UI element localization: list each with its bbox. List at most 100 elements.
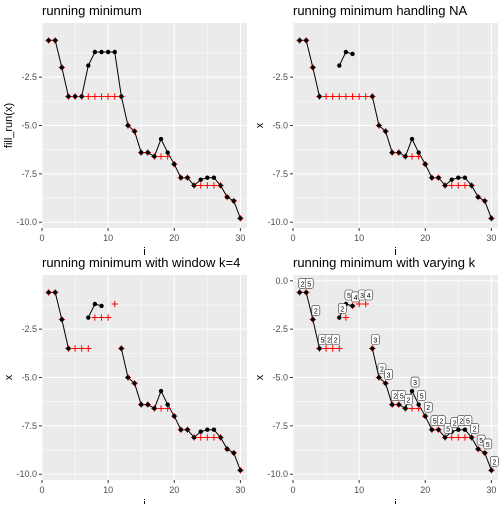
x-data-point [396,150,402,155]
chart-title: running minimum [42,3,142,18]
x-data-point [132,129,137,134]
k-label: 3 [384,369,393,380]
running-min-marker [408,405,416,412]
x-data-point [46,290,51,295]
x-series-line [299,39,320,97]
running-min-marker [104,93,112,100]
k-label-box [423,401,433,413]
x-data-point [172,161,177,167]
running-min-marker [204,434,211,441]
x-data-point [389,402,395,407]
k-label-box [417,390,426,401]
x-data-point [138,150,144,155]
k-label-box [331,334,340,345]
k-label: 3 [371,334,380,345]
k-label: 3 [410,376,420,388]
y-tick-label: -2.5 [21,324,37,334]
x-data-point [238,468,243,473]
k-label: 5 [443,423,453,434]
x-data-point [152,154,157,159]
k-label: 5 [417,390,426,401]
x-data-point [79,94,84,99]
k-label-text: 2 [327,337,331,344]
k-label: 2 [490,456,499,467]
running-min-marker [461,434,469,441]
k-label-box [377,363,387,374]
x-tick-label: 30 [235,485,245,495]
x-data-point [99,49,104,55]
k-label-text: 2 [426,405,430,412]
k-label-box [483,438,493,450]
x-tick-label: 0 [290,485,295,495]
running-min-marker [91,93,99,100]
k-label-text: 5 [320,337,324,344]
k-label-text: 2 [340,307,344,314]
k-label-box [463,415,473,427]
y-tick-label: -10.0 [16,469,37,479]
x-data-point [185,427,190,432]
x-data-point [59,65,65,70]
x-data-point [145,402,151,407]
y-tick-label: -7.5 [272,169,288,179]
x-data-point [224,194,230,200]
running-min-marker [157,405,165,412]
x-axis-label: i [143,246,145,258]
running-min-marker [157,153,165,160]
x-data-point [238,216,243,221]
x-tick-label: 30 [486,485,496,495]
k-label-box [490,456,499,467]
x-data-point [383,381,388,386]
x-data-point [205,427,210,432]
k-label-box [437,415,446,427]
running-min-marker [98,314,105,321]
k-label-text: 3 [413,380,417,387]
y-tick-label: -7.5 [272,421,288,431]
running-min-marker [78,345,85,352]
k-label-text: 2 [453,421,457,428]
chart-title: running minimum with window k=4 [42,255,240,270]
k-label-text: 2 [314,308,318,315]
k-label-box [337,303,347,314]
x-data-point [416,402,421,407]
x-data-point [376,123,382,128]
x-data-point [429,427,435,432]
y-axis-label: x [3,374,15,380]
k-label-text: 2 [459,419,463,426]
running-min-marker [322,93,330,100]
y-tick-label: -2.5 [272,72,288,82]
running-min-marker [329,93,336,100]
x-data-point [178,427,184,432]
x-data-point [442,183,448,188]
running-min-marker [362,93,369,100]
k-label-text: 2 [393,394,397,401]
x-tick-label: 30 [486,233,496,243]
x-data-point [59,317,65,322]
x-data-point [125,375,131,380]
running-min-marker [408,153,416,160]
chart-panel-2: running minimum handling NA 0 10 20 30 -2.5 -5… [254,3,498,258]
x-data-point [475,446,481,452]
x-data-point [442,435,448,440]
x-data-point [198,177,203,182]
x-data-point [211,427,217,432]
x-data-point [370,94,375,99]
running-min-marker [448,434,455,441]
x-series-line [48,291,69,349]
y-tick-label: -10.0 [267,469,288,479]
k-label-text: 2 [406,397,410,404]
x-tick-label: 0 [39,485,44,495]
k-label-box [311,305,321,316]
x-data-point [462,427,468,432]
x-data-point [165,150,170,155]
running-min-marker [336,345,343,352]
running-min-marker [104,314,112,321]
x-data-point [350,51,355,57]
k-label-text: 4 [354,295,358,302]
running-min-marker [98,93,105,100]
x-data-point [376,375,382,380]
running-min-marker [204,182,211,189]
running-min-marker [197,434,204,441]
running-min-marker [71,345,79,352]
x-series-line [299,291,320,349]
